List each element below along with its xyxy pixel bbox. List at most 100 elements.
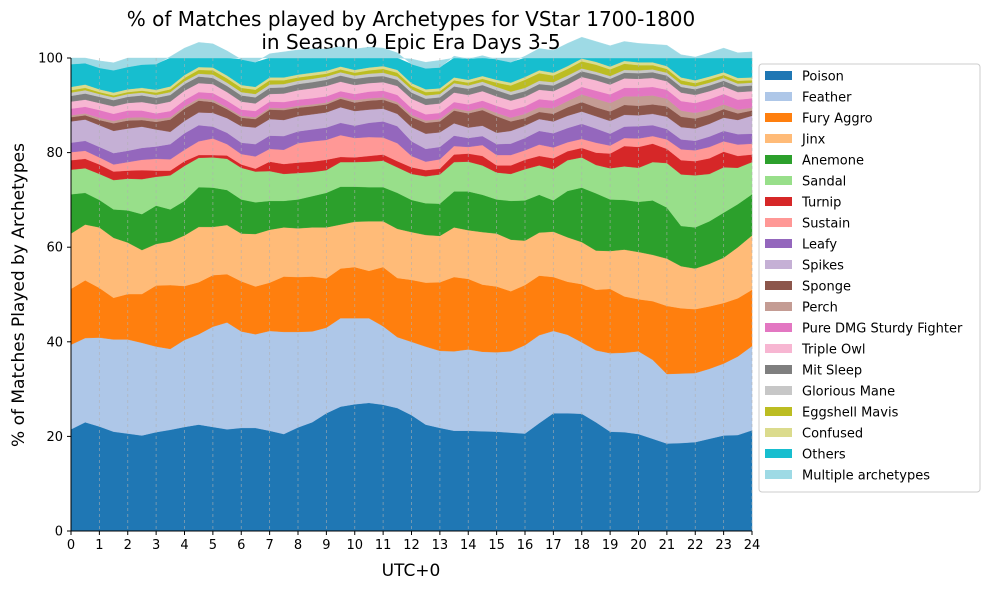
legend-swatch — [765, 92, 792, 101]
legend-item-sustain: Sustain — [765, 217, 850, 232]
legend-swatch — [765, 365, 792, 374]
legend-label: Others — [802, 448, 846, 463]
legend-label: Anemone — [802, 154, 864, 169]
x-tick-label: 1 — [95, 538, 103, 553]
legend-item-perch: Perch — [765, 301, 838, 316]
legend-item-poison: Poison — [765, 70, 844, 85]
legend-swatch — [765, 323, 792, 332]
x-tick-label: 9 — [322, 538, 330, 553]
legend-label: Mit Sleep — [802, 364, 862, 379]
legend-label: Leafy — [802, 238, 837, 253]
legend-swatch — [765, 71, 792, 80]
legend-swatch — [765, 407, 792, 416]
legend-item-mit-sleep: Mit Sleep — [765, 364, 862, 379]
legend-swatch — [765, 428, 792, 437]
legend-label: Jinx — [801, 133, 826, 148]
legend-label: Multiple archetypes — [802, 469, 930, 484]
legend: Poison Feather Fury Aggro Jinx Anemone Sandal… — [758, 63, 981, 493]
y-tick-label: 40 — [46, 335, 63, 350]
area-series-multiple-archetypes — [70, 36, 753, 71]
x-tick-label: 17 — [545, 538, 562, 553]
legend-label: Triple Owl — [801, 343, 865, 358]
legend-item-pure-dmg-sturdy-fighter: Pure DMG Sturdy Fighter — [765, 322, 963, 337]
legend-item-multiple-archetypes: Multiple archetypes — [765, 469, 930, 484]
x-tick-label: 4 — [180, 538, 188, 553]
x-tick-label: 3 — [152, 538, 160, 553]
legend-swatch — [765, 470, 792, 479]
x-tick-label: 0 — [67, 538, 75, 553]
legend-label: Sandal — [802, 175, 846, 190]
grid-lines — [70, 58, 753, 531]
y-tick-label: 20 — [46, 430, 63, 445]
x-tick-label: 15 — [488, 538, 505, 553]
x-tick-label: 19 — [602, 538, 619, 553]
x-tick-label: 6 — [237, 538, 245, 553]
legend-label: Perch — [802, 301, 838, 316]
legend-label: Pure DMG Sturdy Fighter — [802, 322, 963, 337]
x-tick-label: 14 — [460, 538, 477, 553]
legend-item-sponge: Sponge — [765, 280, 851, 295]
legend-swatch — [765, 344, 792, 353]
x-tick-label: 22 — [687, 538, 704, 553]
legend-swatch — [765, 386, 792, 395]
legend-swatch — [765, 239, 792, 248]
legend-frame — [758, 63, 981, 493]
legend-swatch — [765, 134, 792, 143]
x-tick-label: 2 — [124, 538, 132, 553]
x-tick-label: 10 — [346, 538, 363, 553]
legend-swatch — [765, 176, 792, 185]
legend-label: Poison — [802, 70, 844, 85]
legend-item-others: Others — [765, 448, 846, 463]
legend-swatch — [765, 449, 792, 458]
x-tick-label: 20 — [630, 538, 647, 553]
legend-item-triple-owl: Triple Owl — [765, 343, 865, 358]
x-tick-label: 16 — [517, 538, 534, 553]
legend-label: Fury Aggro — [802, 112, 873, 127]
x-tick-label: 5 — [209, 538, 217, 553]
legend-label: Feather — [802, 91, 852, 106]
legend-item-glorious-mane: Glorious Mane — [765, 385, 895, 400]
x-tick-label: 11 — [375, 538, 392, 553]
x-axis-label: UTC+0 — [382, 561, 441, 581]
legend-label: Glorious Mane — [802, 385, 895, 400]
x-tick-label: 24 — [744, 538, 761, 553]
legend-label: Sustain — [802, 217, 850, 232]
x-tick-label: 18 — [573, 538, 590, 553]
legend-item-spikes: Spikes — [765, 259, 844, 274]
legend-swatch — [765, 218, 792, 227]
legend-label: Confused — [802, 427, 863, 442]
y-tick-label: 60 — [46, 241, 63, 256]
x-tick-label: 7 — [265, 538, 273, 553]
legend-label: Spikes — [802, 259, 844, 274]
legend-item-fury-aggro: Fury Aggro — [765, 112, 873, 127]
legend-item-leafy: Leafy — [765, 238, 837, 253]
x-tick-label: 21 — [659, 538, 676, 553]
legend-item-sandal: Sandal — [765, 175, 846, 190]
legend-swatch — [765, 281, 792, 290]
x-tick-label: 8 — [294, 538, 302, 553]
legend-label: Eggshell Mavis — [802, 406, 899, 421]
chart-title: % of Matches played by Archetypes for VS… — [127, 7, 696, 54]
x-tick-label: 13 — [432, 538, 449, 553]
legend-item-feather: Feather — [765, 91, 852, 106]
legend-swatch — [765, 302, 792, 311]
y-tick-label: 80 — [46, 146, 63, 161]
axes: 0 1 2 3 4 5 6 7 8 9 10 11 12 13 14 15 16 17 18 19 20 21 22 23 24… — [38, 52, 760, 554]
legend-item-turnip: Turnip — [765, 196, 841, 211]
legend-item-jinx: Jinx — [765, 133, 826, 148]
legend-swatch — [765, 155, 792, 164]
legend-label: Sponge — [802, 280, 851, 295]
legend-item-eggshell-mavis: Eggshell Mavis — [765, 406, 899, 421]
y-tick-label: 100 — [38, 52, 63, 67]
chart-title-line-1: % of Matches played by Archetypes for VS… — [127, 7, 696, 31]
y-tick-label: 0 — [55, 525, 63, 540]
legend-swatch — [765, 113, 792, 122]
legend-swatch — [765, 197, 792, 206]
x-tick-label: 12 — [403, 538, 420, 553]
legend-item-anemone: Anemone — [765, 154, 864, 169]
x-tick-label: 23 — [715, 538, 732, 553]
legend-label: Turnip — [801, 196, 841, 211]
legend-item-confused: Confused — [765, 427, 863, 442]
legend-swatch — [765, 260, 792, 269]
